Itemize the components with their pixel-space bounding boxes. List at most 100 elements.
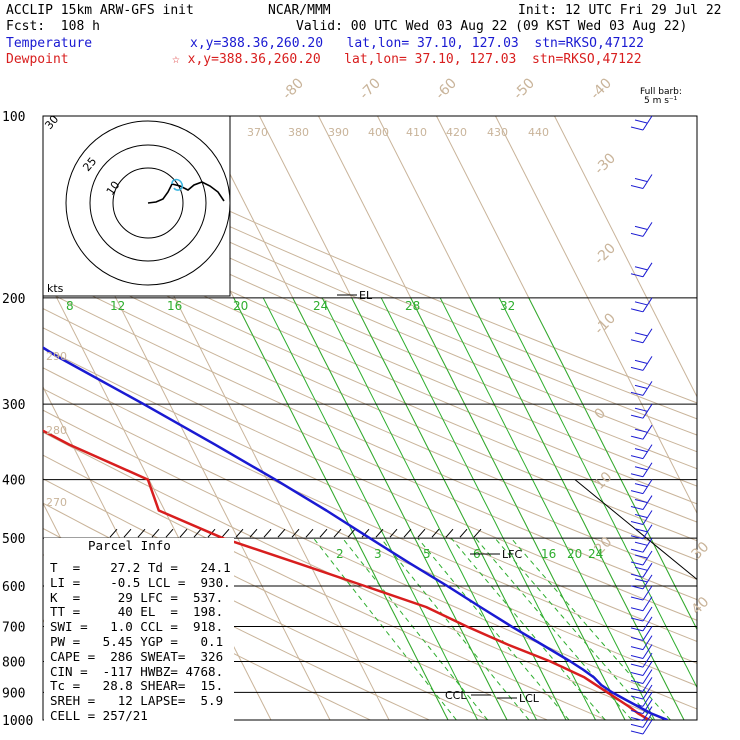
dry-adiabat-line bbox=[43, 271, 697, 561]
wind-barb bbox=[630, 706, 653, 722]
mixing-ratio-label: 3 bbox=[374, 547, 382, 561]
wind-barb bbox=[630, 596, 653, 612]
wind-barb bbox=[630, 677, 653, 692]
wind-barb bbox=[630, 262, 653, 278]
wind-barb bbox=[630, 719, 653, 735]
wind-barb bbox=[630, 669, 653, 685]
parcel-info-row: Tc = 28.8 SHEAR= 15. bbox=[50, 678, 224, 694]
parcel-info-row: CIN = -117 HWBZ= 4768. bbox=[50, 663, 224, 679]
moist-adiabat-line bbox=[410, 297, 626, 720]
theta-label: 410 bbox=[406, 126, 427, 139]
theta-label: 280 bbox=[46, 424, 67, 437]
dry-adiabat-line bbox=[43, 478, 549, 720]
inversion-tick bbox=[305, 528, 314, 538]
inversion-tick bbox=[123, 528, 132, 538]
wind-barb bbox=[630, 403, 653, 419]
mixing-ratio-line bbox=[510, 537, 671, 720]
pressure-tick-label: 700 bbox=[2, 620, 25, 635]
inversion-tick bbox=[389, 528, 398, 538]
wind-barb bbox=[630, 713, 653, 728]
theta-label: 380 bbox=[288, 126, 309, 139]
inversion-tick bbox=[319, 528, 328, 538]
inversion-tick bbox=[263, 528, 272, 538]
inversion-tick bbox=[221, 528, 230, 538]
inversion-tick bbox=[431, 528, 440, 538]
mixing-ratio-label: 20 bbox=[567, 547, 582, 561]
mixing-ratio-label: 8 bbox=[66, 299, 74, 313]
mixing-ratio-label: 32 bbox=[500, 299, 515, 313]
theta-label: 400 bbox=[368, 126, 389, 139]
barb-panel-edge bbox=[574, 479, 698, 580]
ccl-level-label: CCL bbox=[445, 689, 467, 702]
wind-barb bbox=[630, 550, 653, 566]
parcel-info-row: CAPE = 286 SWEAT= 326 bbox=[50, 648, 224, 664]
isotherm-label: -50 bbox=[511, 75, 538, 102]
wind-barb bbox=[630, 684, 653, 700]
pressure-tick-label: 800 bbox=[2, 655, 25, 670]
wind-barb bbox=[630, 562, 653, 578]
theta-label: 370 bbox=[247, 126, 268, 139]
inversion-tick bbox=[137, 528, 146, 538]
inversion-tick bbox=[375, 528, 384, 538]
mixing-ratio-label: 20 bbox=[233, 299, 248, 313]
wind-barb bbox=[630, 328, 653, 344]
inversion-tick bbox=[291, 528, 300, 538]
isotherm-line bbox=[495, 116, 697, 515]
wind-barb bbox=[630, 115, 653, 131]
isotherm-label: -80 bbox=[280, 75, 307, 102]
dry-adiabat-line bbox=[43, 154, 697, 436]
theta-label: 270 bbox=[46, 496, 67, 509]
inversion-tick bbox=[403, 528, 412, 538]
el-level-label: EL bbox=[359, 289, 373, 302]
mixing-ratio-line bbox=[342, 537, 488, 720]
dry-adiabat-line bbox=[43, 235, 697, 523]
pressure-tick-label: 600 bbox=[2, 580, 25, 595]
inversion-tick bbox=[165, 528, 174, 538]
parcel-info-row: SREH = 12 LAPSE= 5.9 bbox=[50, 693, 224, 709]
pressure-tick-label: 500 bbox=[2, 532, 25, 547]
forecast-hour: Fcst: 108 h bbox=[6, 19, 100, 34]
init-time: Init: 12 UTC Fri 29 Jul 22 bbox=[518, 3, 722, 18]
wind-barb bbox=[630, 381, 653, 396]
dry-adiabat-line bbox=[43, 218, 697, 505]
theta-label: 290 bbox=[46, 350, 67, 363]
theta-label: 440 bbox=[528, 126, 549, 139]
inversion-tick bbox=[473, 528, 482, 538]
isotherm-label: -20 bbox=[592, 240, 619, 267]
inversion-tick bbox=[277, 528, 286, 538]
model-title: ACCLIP 15km ARW-GFS init bbox=[6, 3, 194, 18]
mixing-ratio-label: 28 bbox=[405, 299, 420, 313]
wind-barb bbox=[630, 661, 653, 676]
inversion-tick bbox=[179, 528, 188, 538]
theta-label: 390 bbox=[328, 126, 349, 139]
dry-adiabat-line bbox=[43, 202, 697, 487]
mixing-ratio-label: 24 bbox=[588, 547, 603, 561]
plot-frame bbox=[42, 115, 698, 721]
inversion-tick bbox=[417, 528, 426, 538]
mixing-ratio-label: 5 bbox=[423, 547, 431, 561]
dewpoint-curve bbox=[43, 429, 650, 720]
isotherm-label: 10 bbox=[592, 469, 616, 493]
barb-key-line1: Full barb: bbox=[640, 87, 682, 97]
dry-adiabat-line bbox=[43, 454, 608, 720]
parcel-info-row: TT = 40 EL = 198. bbox=[50, 604, 224, 620]
moist-adiabat-line bbox=[351, 297, 567, 720]
wind-barb bbox=[630, 444, 653, 460]
valid-time: Valid: 00 UTC Wed 03 Aug 22 (09 KST Wed … bbox=[296, 19, 688, 34]
isotherm-label: -30 bbox=[592, 150, 619, 177]
isotherm-label: -70 bbox=[357, 75, 384, 102]
wind-barb bbox=[630, 644, 653, 660]
wind-barbs bbox=[630, 115, 653, 735]
inversion-tick bbox=[459, 528, 468, 538]
mixing-ratio-label: 2 bbox=[336, 547, 344, 561]
parcel-info-rows: T = 27.2 Td = 24.1 LI = -0.5 LCL = 930. K … bbox=[50, 560, 231, 724]
inversion-tick bbox=[249, 528, 258, 538]
theta-label: 420 bbox=[446, 126, 467, 139]
temperature-curve bbox=[43, 346, 668, 720]
dry-adiabat-line bbox=[43, 327, 697, 621]
wind-barb bbox=[630, 297, 653, 313]
inversion-tick bbox=[347, 528, 356, 538]
moist-adiabat-line bbox=[233, 297, 449, 720]
wind-barb bbox=[630, 479, 653, 495]
mixing-ratio-label: 24 bbox=[313, 299, 328, 313]
